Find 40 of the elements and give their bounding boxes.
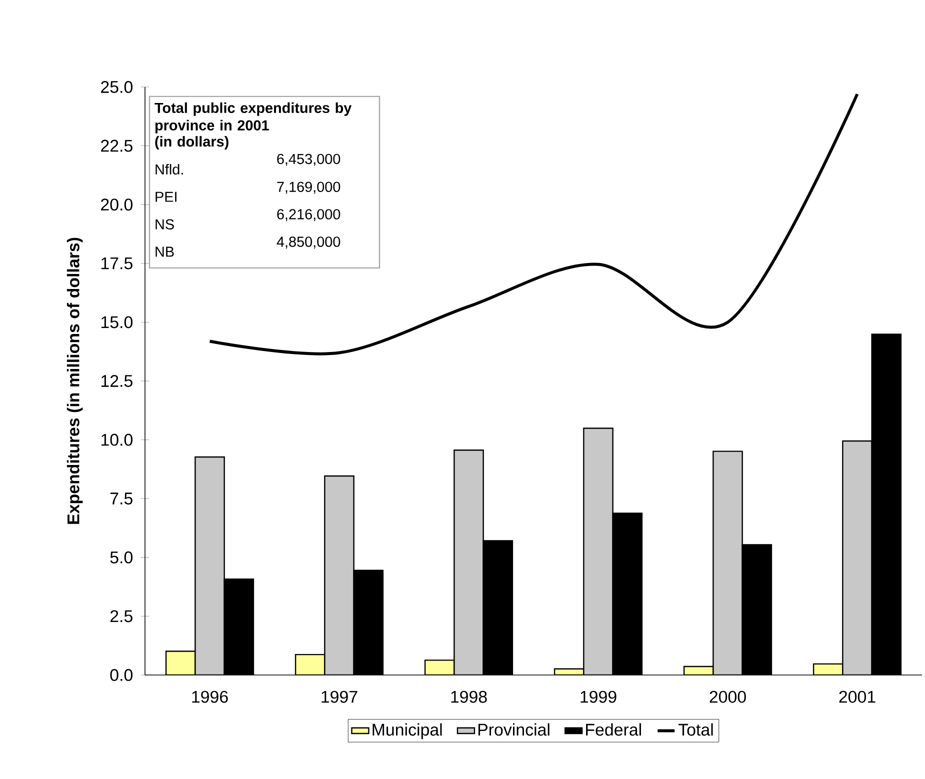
legend-label: Federal bbox=[586, 723, 641, 736]
y-tick-label: 2.5 bbox=[110, 610, 132, 622]
y-tick-label: 12.5 bbox=[101, 375, 132, 387]
y-tick-label: 25.0 bbox=[101, 80, 132, 93]
x-tick-label: 2001 bbox=[839, 690, 876, 703]
bar bbox=[194, 456, 225, 675]
y-tick-label: 15.0 bbox=[101, 316, 132, 328]
bar bbox=[294, 654, 326, 675]
x-tick-label: 1996 bbox=[192, 690, 228, 703]
annotation: 7,169,000 bbox=[277, 182, 340, 194]
legend-label: Total bbox=[678, 723, 713, 736]
legend-label: Provincial bbox=[478, 723, 550, 736]
bar bbox=[454, 450, 484, 675]
annotation: NB bbox=[156, 246, 174, 257]
annotation: PEI bbox=[156, 192, 176, 202]
bar bbox=[324, 475, 354, 675]
x-tick-label: 1998 bbox=[451, 690, 487, 703]
y-tick-label: 7.5 bbox=[110, 492, 132, 505]
annotation: 4,850,000 bbox=[276, 236, 340, 249]
x-tick-label: 2000 bbox=[710, 690, 746, 703]
y-tick-label: 10.0 bbox=[101, 434, 132, 446]
annotation: (in dollars) bbox=[155, 136, 228, 150]
y-tick-label: 0.0 bbox=[110, 669, 132, 681]
x-tick-label: 1997 bbox=[322, 690, 358, 703]
x-tick-label: 1999 bbox=[580, 690, 616, 703]
y-tick-label: 20.0 bbox=[101, 198, 132, 211]
annotation: Nfld. bbox=[156, 164, 183, 175]
legend-label: Municipal bbox=[372, 723, 442, 740]
bar bbox=[712, 450, 743, 675]
bar bbox=[842, 440, 872, 675]
y-axis-title: Expenditures (in millions of dollars) bbox=[66, 238, 83, 524]
y-tick-label: 17.5 bbox=[101, 257, 132, 270]
annotation: Total public expenditures by province in 2001 bbox=[154, 102, 352, 134]
annotation: 6,216,000 bbox=[277, 209, 340, 222]
y-tick-label: 22.5 bbox=[101, 140, 132, 152]
bar bbox=[165, 650, 196, 675]
y-tick-label: 5.0 bbox=[110, 551, 132, 564]
bar bbox=[583, 428, 614, 675]
annotation: 6,453,000 bbox=[277, 154, 340, 166]
annotation: NS bbox=[156, 219, 174, 230]
